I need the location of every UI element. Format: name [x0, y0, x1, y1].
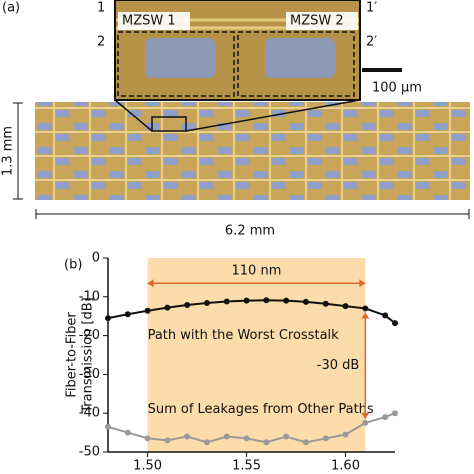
shade-region: [147, 258, 366, 452]
zoom-region: [151, 116, 187, 132]
point: [382, 312, 389, 319]
gap-label: -30 dB: [317, 358, 360, 373]
point: [203, 300, 210, 307]
switch-label: MZSW 1: [122, 14, 176, 29]
series-label: Path with the Worst Crosstalk: [148, 328, 340, 343]
point: [124, 311, 131, 318]
point: [322, 300, 329, 307]
scale-label: 100 μm: [372, 81, 422, 96]
point: [223, 433, 230, 440]
x-tick-label: 1.50: [133, 459, 162, 474]
point: [203, 439, 210, 446]
port-label: 1′: [366, 1, 377, 16]
series-line: [107, 299, 396, 324]
point: [184, 301, 191, 308]
x-tick-label: 1.60: [331, 459, 360, 474]
point: [164, 304, 171, 311]
y-tick-label: 0: [92, 251, 100, 266]
point: [302, 298, 309, 305]
micrograph: (a) 1 2 1′ 2′ MZSW 1 MZSW 2 100 μm 1.3 m…: [1, 0, 470, 239]
point: [263, 439, 270, 446]
y-tick-label: -40: [79, 406, 100, 421]
point: [144, 307, 151, 314]
y-tick-label: -20: [79, 328, 100, 343]
point: [392, 410, 398, 417]
point: [223, 298, 230, 305]
dim-caps: [35, 209, 470, 219]
y-tick-label: -10: [79, 289, 100, 304]
label-bg: [118, 12, 190, 30]
port-label: 2: [97, 35, 105, 50]
point: [164, 437, 171, 444]
span-label: 110 nm: [232, 264, 282, 279]
switch-box: [237, 31, 355, 97]
point: [184, 433, 191, 440]
zoom-line: [114, 99, 153, 132]
y-axis-label: Fiber-to-Fiber: [65, 312, 80, 398]
y-tick-label: -30: [79, 367, 100, 382]
point: [382, 414, 389, 421]
switch-label: MZSW 2: [290, 14, 344, 29]
zoom-line: [185, 99, 361, 132]
port-label: 2′: [366, 35, 377, 50]
point: [362, 305, 369, 312]
point: [322, 435, 329, 442]
x-tick-label: 1.55: [232, 459, 261, 474]
point: [105, 423, 111, 430]
point: [283, 433, 290, 440]
point: [263, 297, 270, 304]
point: [342, 431, 349, 438]
point: [105, 315, 111, 322]
point: [243, 297, 250, 304]
point: [392, 320, 398, 327]
port-label: 1: [97, 1, 105, 16]
panel-label: (a): [2, 1, 20, 16]
panel-label: (b): [64, 258, 82, 273]
point: [283, 297, 290, 304]
y-axis-label: Transmission [dB]: [81, 297, 96, 413]
chip-strip: [35, 102, 470, 200]
point: [243, 435, 250, 442]
series-line: [107, 412, 396, 444]
label-bg: [286, 12, 358, 30]
y-tick-label: -50: [79, 445, 100, 460]
height-label: 1.3 mm: [1, 126, 16, 176]
point: [124, 429, 131, 436]
point: [342, 303, 349, 310]
point: [302, 439, 309, 446]
point: [144, 435, 151, 442]
width-label: 6.2 mm: [225, 224, 275, 239]
series-label: Sum of Leakages from Other Paths: [148, 402, 374, 417]
dim-caps: [13, 102, 23, 200]
switch-box: [117, 31, 235, 97]
point: [362, 419, 369, 426]
